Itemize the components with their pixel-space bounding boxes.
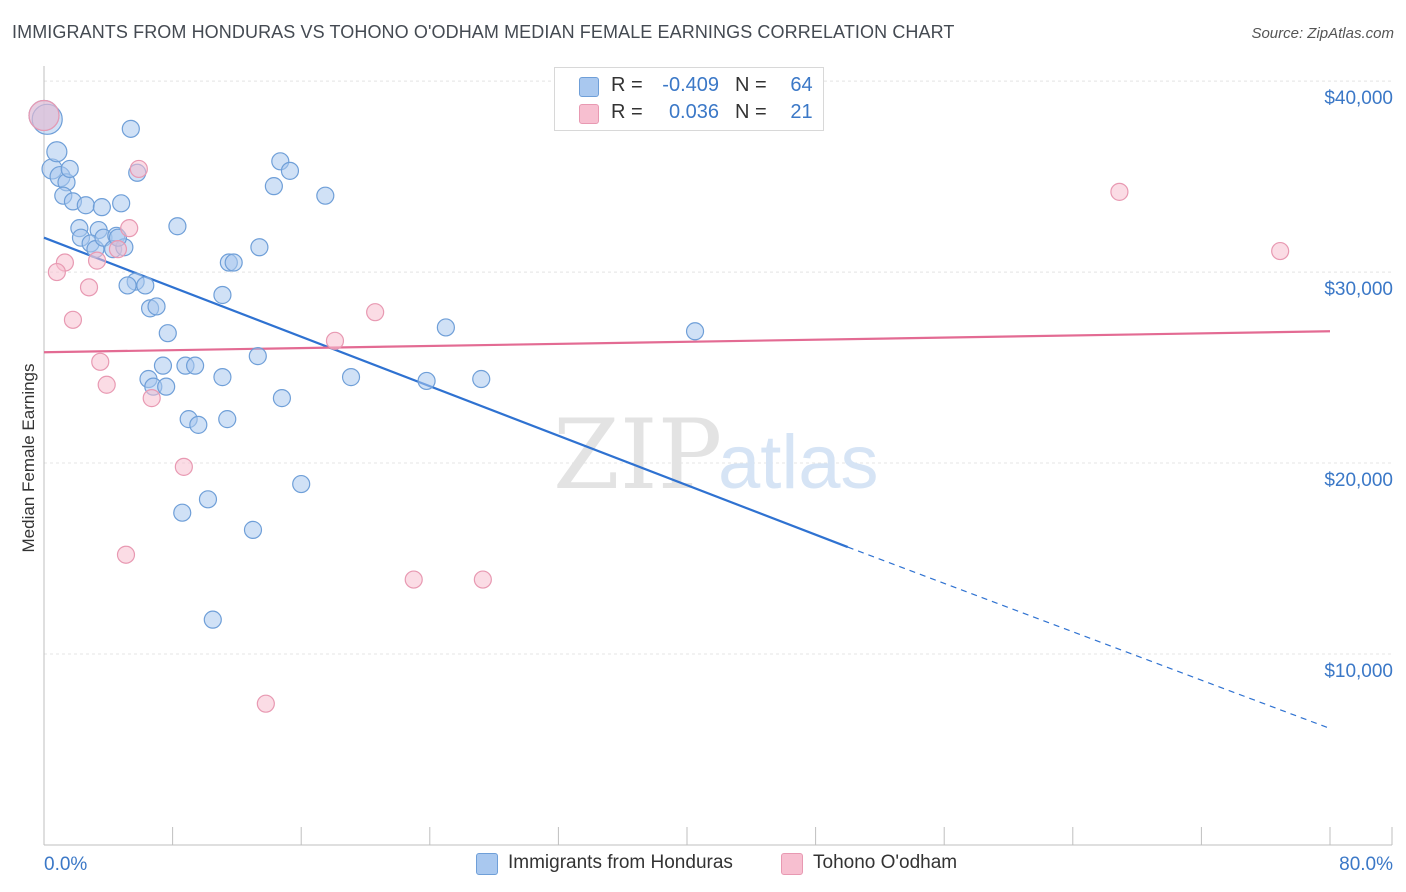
honduras-point [189,415,208,434]
series-name-honduras: Immigrants from Honduras [508,852,733,873]
honduras-point [316,186,335,205]
honduras-point [186,356,205,375]
watermark-atlas: atlas [718,420,879,505]
tohono-point [63,310,83,329]
x-tick-labels: 0.0% 80.0% [44,854,1393,875]
legend-n-label: N = [735,74,767,96]
tohono-point [28,99,60,132]
tohono-point [108,240,128,259]
tohono-point [116,545,136,564]
x-tick-label: 80.0% [1339,854,1393,875]
y-tick-label: $40,000 [1324,88,1393,109]
series-swatch-blue [476,853,498,875]
legend-n-label: N = [735,101,767,123]
honduras-point [147,297,166,316]
honduras-point [472,369,491,389]
x-tick-label: 0.0% [44,854,87,875]
tohono-point [120,219,139,238]
tohono-point [366,303,385,322]
legend-swatch-pink [579,104,599,124]
honduras-point [136,276,155,295]
honduras-point [112,194,131,213]
honduras-point [213,285,232,305]
legend-r-value: -0.409 [662,74,719,96]
legend-r-value: 0.036 [668,101,719,123]
honduras-trend-line [43,236,849,549]
tohono-point [473,570,492,589]
watermark: ZIP atlas [553,399,879,511]
legend-swatch-blue [579,77,599,97]
legend-r-label: R = [611,101,643,123]
grid-lines [44,80,1392,655]
honduras-point [218,410,237,429]
honduras-point [213,368,232,387]
honduras-point [158,324,177,343]
tohono-point [142,389,161,408]
y-tick-labels: $10,000 $20,000 $30,000 $40,000 [1324,88,1393,682]
series-swatch-pink [781,853,803,875]
tohono-point [87,251,107,270]
legend-r-label: R = [611,74,643,96]
source-credit: Source: ZipAtlas.com [1251,25,1394,42]
honduras-point [272,389,292,408]
tohono-point [47,262,66,282]
correlation-legend: R = -0.409 N = 64 R = 0.036 N = 21 [554,67,824,131]
y-axis-label: Median Female Earnings [19,364,38,553]
honduras-point [60,159,79,179]
tohono-point [1271,241,1290,261]
honduras-point [153,356,173,375]
honduras-point [92,198,111,217]
chart-title: IMMIGRANTS FROM HONDURAS VS TOHONO O'ODH… [12,22,955,42]
legend-n-value: 21 [790,101,813,123]
axes [43,66,1393,846]
honduras-point [203,610,222,629]
honduras-point [46,141,68,163]
honduras-point [264,177,283,196]
honduras-point [121,119,140,138]
honduras-point [248,347,267,366]
honduras-point [685,322,705,341]
honduras-point [436,318,455,337]
y-tick-label: $30,000 [1324,279,1393,300]
series-name-tohono: Tohono O'odham [813,852,958,873]
honduras-point [168,217,187,236]
tohono-point [1110,182,1129,201]
tohono-point [79,278,99,297]
tohono-point [325,331,345,350]
legend-n-value: 64 [790,74,813,96]
tohono-point [91,352,110,371]
honduras-point [118,276,137,295]
tohono-point [97,375,116,394]
series-legend: Immigrants from Honduras Tohono O'odham [0,852,1406,878]
honduras-point [173,503,192,522]
y-tick-label: $10,000 [1324,661,1393,682]
tohono-point [404,570,423,589]
tohono-point [256,694,275,713]
honduras-point [280,161,300,180]
y-tick-label: $20,000 [1324,470,1393,491]
tohono-point [174,457,193,476]
honduras-trend-extension [847,546,1331,730]
series-tohono-points [28,99,1290,713]
honduras-point [250,238,269,257]
honduras-point [224,253,243,272]
honduras-point [417,371,436,391]
honduras-point [198,490,218,509]
watermark-zip: ZIP [553,399,722,511]
honduras-point [157,377,176,396]
honduras-point [76,196,95,215]
honduras-point [341,368,361,387]
honduras-point [243,520,263,539]
tohono-point [129,159,148,179]
honduras-point [292,474,311,494]
